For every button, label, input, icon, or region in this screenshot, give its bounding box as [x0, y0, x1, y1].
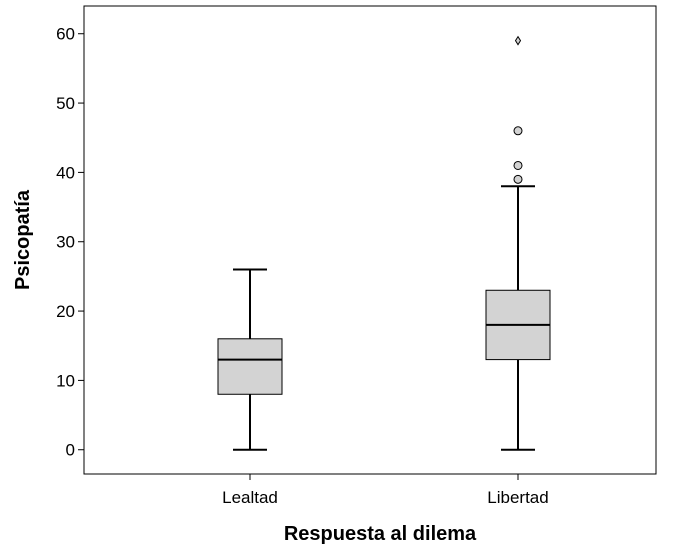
- y-tick-label-30: 30: [56, 233, 75, 252]
- x-axis-title: Respuesta al dilema: [284, 523, 477, 545]
- y-tick-label-40: 40: [56, 163, 75, 182]
- extreme-point-libertad: [514, 35, 522, 46]
- box-lealtad: [217, 268, 283, 451]
- x-tick-label-libertad: Libertad: [487, 488, 548, 507]
- plot-frame: [83, 5, 657, 475]
- box-libertad: [485, 35, 551, 451]
- y-tick-label-60: 60: [56, 25, 75, 44]
- y-axis-title: Psicopatía: [12, 189, 34, 290]
- outlier-point-libertad: [513, 126, 523, 136]
- y-tick-label-50: 50: [56, 94, 75, 113]
- x-tick-label-lealtad: Lealtad: [222, 488, 278, 507]
- y-tick-label-20: 20: [56, 302, 75, 321]
- outlier-point-libertad: [513, 174, 523, 184]
- box-group: [217, 35, 551, 451]
- y-tick-label-10: 10: [56, 371, 75, 390]
- y-axis: 0 10 20 30 40 50 60: [56, 25, 84, 460]
- y-tick-label-0: 0: [66, 441, 75, 460]
- outlier-point-libertad: [513, 160, 523, 170]
- x-axis: Lealtad Libertad: [222, 474, 549, 507]
- iqr-box-lealtad: [217, 338, 283, 395]
